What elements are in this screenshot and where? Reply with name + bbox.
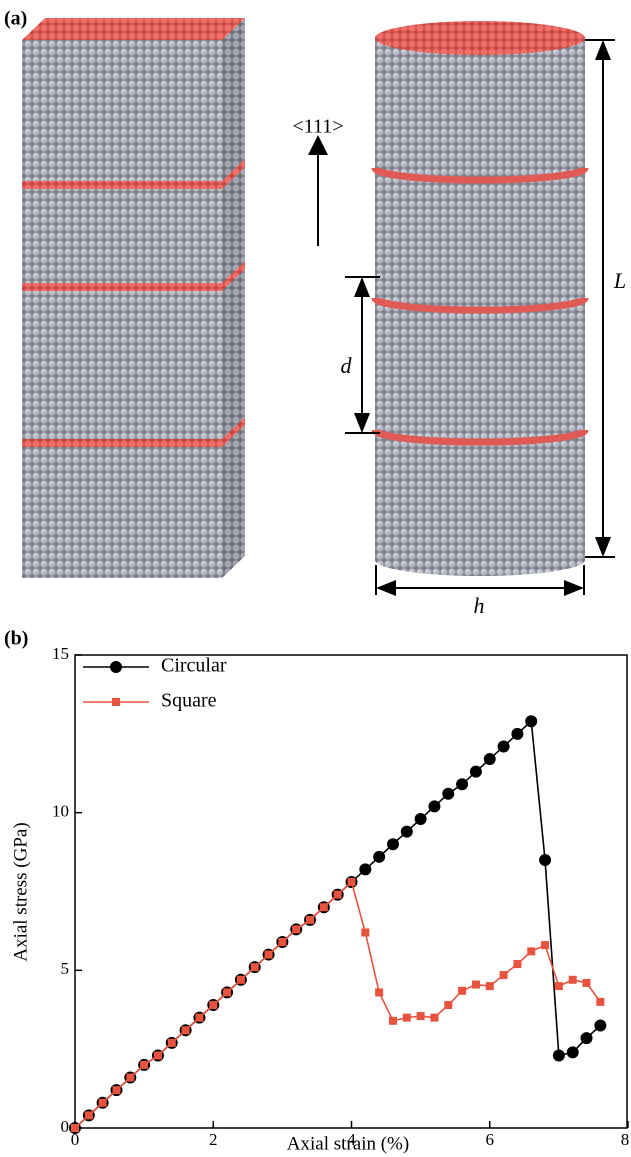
data-point <box>566 1046 579 1059</box>
diameter-label: h <box>474 593 485 618</box>
data-point <box>541 941 550 950</box>
data-point <box>71 1124 79 1132</box>
data-point <box>319 903 328 912</box>
data-point <box>306 915 315 924</box>
data-point <box>456 778 469 791</box>
data-point <box>511 727 524 740</box>
series-line <box>74 880 601 1129</box>
data-point <box>483 753 496 766</box>
data-point <box>525 715 538 728</box>
data-point <box>84 1111 93 1120</box>
data-point <box>195 1013 204 1022</box>
data-point <box>469 765 482 778</box>
data-point <box>471 980 480 989</box>
x-axis-title: Axial strain (%) <box>287 1133 409 1154</box>
data-point <box>594 1019 607 1032</box>
data-point <box>539 853 552 866</box>
spacing-label: d <box>341 353 353 378</box>
data-point <box>250 963 259 972</box>
data-point <box>333 890 342 899</box>
legend-label: Square <box>161 690 217 712</box>
data-point <box>347 878 356 887</box>
data-point <box>292 925 301 934</box>
data-point <box>499 971 508 980</box>
y-tick-label: 15 <box>52 644 69 663</box>
data-point <box>386 838 399 851</box>
data-point <box>112 1086 121 1095</box>
data-point <box>209 1001 218 1010</box>
data-point <box>181 1026 190 1035</box>
data-point <box>375 988 384 997</box>
panel-label: (b) <box>4 628 28 650</box>
data-point <box>513 960 522 969</box>
data-point <box>402 1013 411 1022</box>
data-point <box>527 947 536 956</box>
length-label: L <box>613 268 626 293</box>
data-point <box>278 937 287 946</box>
data-point <box>373 850 386 863</box>
data-point <box>430 1013 439 1022</box>
legend-marker <box>112 698 120 706</box>
y-tick-label: 10 <box>52 802 69 821</box>
x-tick-label: 0 <box>71 1130 80 1149</box>
y-axis-title: Axial stress (GPa) <box>10 822 31 961</box>
data-point <box>236 975 245 984</box>
x-tick-label: 6 <box>486 1130 495 1149</box>
legend-label: Circular <box>161 655 227 677</box>
data-point <box>223 988 232 997</box>
data-point <box>167 1038 176 1047</box>
data-point <box>264 950 273 959</box>
orientation-label: <111> <box>292 116 343 138</box>
circular-nanowire <box>371 21 589 576</box>
data-point <box>554 982 563 991</box>
data-point <box>388 1016 397 1025</box>
data-point <box>442 787 455 800</box>
data-point <box>596 997 605 1006</box>
x-tick-label: 8 <box>621 1130 630 1149</box>
data-point <box>444 1001 453 1010</box>
legend-marker <box>110 661 122 673</box>
data-point <box>140 1060 149 1069</box>
series-line <box>74 719 601 1129</box>
x-tick-label: 4 <box>347 1130 356 1149</box>
data-point <box>458 986 467 995</box>
data-point <box>580 1032 593 1045</box>
y-tick-label: 0 <box>61 1117 70 1136</box>
x-tick-label: 2 <box>209 1130 218 1149</box>
data-point <box>568 975 577 984</box>
data-point <box>428 800 441 813</box>
data-point <box>416 1012 425 1021</box>
data-point <box>414 812 427 825</box>
data-point <box>361 928 370 937</box>
data-point <box>153 1051 162 1060</box>
data-point <box>98 1098 107 1107</box>
data-point <box>400 825 413 838</box>
data-point <box>552 1049 565 1062</box>
panel-label: (a) <box>4 8 27 30</box>
data-point <box>582 978 591 987</box>
data-point <box>126 1073 135 1082</box>
data-point <box>497 740 510 753</box>
y-tick-label: 5 <box>61 959 70 978</box>
data-point <box>359 863 372 876</box>
data-point <box>485 982 494 991</box>
dimension-lines <box>345 39 615 596</box>
square-nanowire <box>22 18 245 578</box>
